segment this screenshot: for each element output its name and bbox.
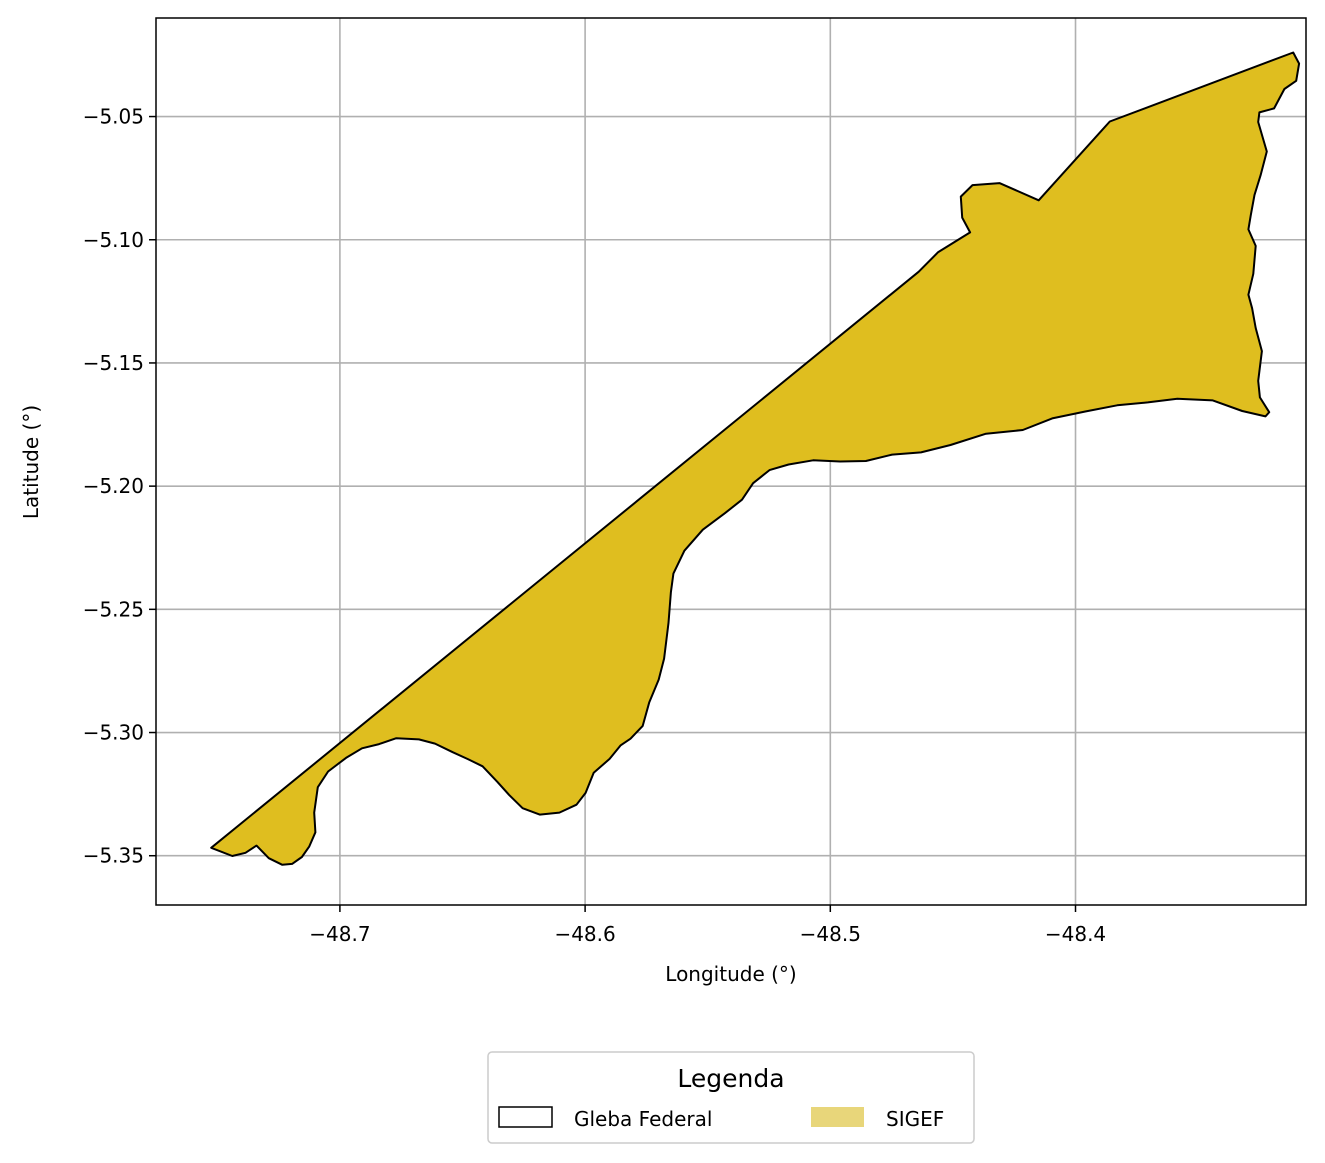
x-tick-label: −48.7 — [309, 922, 370, 946]
y-tick-label: −5.35 — [83, 844, 144, 868]
legend: Legenda Gleba Federal SIGEF — [487, 1051, 975, 1144]
plot-area-frame — [155, 17, 1307, 906]
polygon-layer — [210, 51, 1301, 866]
x-axis-label: Longitude (°) — [665, 962, 796, 986]
x-tick-label: −48.5 — [800, 922, 861, 946]
y-tick-label: −5.05 — [83, 105, 144, 129]
y-tick-label: −5.20 — [83, 474, 144, 498]
legend-swatch-sigef — [811, 1107, 864, 1127]
axis-ticks: −48.7 −48.6 −48.5 −48.4 −5.05 −5.10 −5.15 −5.20… — [83, 105, 1106, 946]
y-tick-label: −5.25 — [83, 597, 144, 621]
legend-swatch-gleba-federal — [498, 1106, 553, 1128]
y-tick-label: −5.15 — [83, 351, 144, 375]
y-axis-label: Latitude (°) — [19, 405, 43, 519]
x-tick-label: −48.6 — [554, 922, 615, 946]
y-tick-label: −5.30 — [83, 721, 144, 745]
x-tick-label: −48.4 — [1045, 922, 1106, 946]
legend-label-sigef: SIGEF — [886, 1107, 944, 1131]
legend-title: Legenda — [677, 1064, 784, 1093]
gleba-federal-polygon — [210, 51, 1301, 866]
y-tick-label: −5.10 — [83, 228, 144, 252]
legend-label-gleba-federal: Gleba Federal — [574, 1107, 712, 1131]
